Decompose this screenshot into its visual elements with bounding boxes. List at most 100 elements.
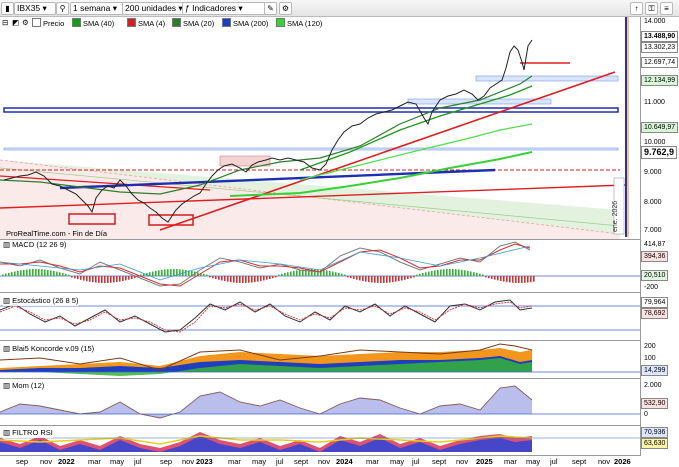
legend-label: SMA (20): [183, 19, 215, 28]
macd-histogram-bar: [356, 276, 358, 280]
macd-histogram-bar: [206, 274, 208, 276]
macd-histogram-bar: [263, 276, 265, 281]
time-axis-label: mar: [504, 457, 517, 466]
macd-histogram-bar: [173, 269, 175, 276]
pane-icon: ▥: [3, 381, 13, 390]
time-axis-label: nov: [598, 457, 611, 466]
legend-swatch: [172, 18, 181, 27]
legend-item-sma20[interactable]: SMA (20): [172, 18, 214, 28]
macd-histogram-bar: [170, 269, 172, 276]
time-axis-label: jul: [550, 457, 558, 466]
momentum-label[interactable]: ▥ Mom (12): [3, 381, 45, 391]
macd-histogram-bar: [95, 276, 97, 283]
price-tick: 10.000: [644, 139, 666, 146]
macd-histogram-bar: [521, 276, 523, 283]
macd-histogram-bar: [389, 276, 391, 283]
macd-histogram-bar: [29, 269, 31, 276]
chart-type-icon[interactable]: ▮: [1, 2, 14, 15]
macd-histogram-bar: [515, 276, 517, 283]
macd-histogram-bar: [140, 274, 142, 276]
pane-icon: ▥: [3, 428, 13, 437]
macd-histogram-bar: [452, 269, 454, 276]
stochastic-label[interactable]: ▥ Estocástico (26 8 5): [3, 296, 79, 306]
macd-histogram-bar: [203, 273, 205, 276]
rsi-filter-label[interactable]: ▥ FILTRO RSI: [3, 428, 53, 438]
pane-title: Estocástico (26 8 5): [12, 296, 79, 305]
price-tick: 14.000: [644, 18, 666, 25]
pane-title: Mom (12): [12, 381, 45, 390]
macd-histogram-bar: [152, 271, 154, 276]
legend-swatch: [72, 18, 81, 27]
macd-histogram-bar: [38, 269, 40, 276]
macd-histogram-bar: [503, 276, 505, 282]
koncorde-label[interactable]: ▥ Blai5 Koncorde v.09 (15): [3, 344, 95, 354]
macd-histogram-bar: [494, 276, 496, 280]
macd-histogram-bar: [335, 272, 337, 276]
macd-histogram-bar: [473, 272, 475, 276]
legend-item-price[interactable]: Precio: [32, 18, 64, 28]
macd-histogram-bar: [365, 276, 367, 282]
macd-histogram-bar: [293, 270, 295, 276]
pane-icon: ▥: [3, 296, 13, 305]
time-axis-label: may: [526, 457, 541, 466]
legend-item-sma200[interactable]: SMA (200): [222, 18, 268, 28]
settings-icon[interactable]: ⚙: [279, 2, 292, 15]
macd-histogram-bar: [83, 276, 85, 281]
macd-histogram-bar: [167, 269, 169, 276]
macd-axis-value: 414,87: [644, 241, 666, 248]
macd-histogram-bar: [2, 274, 4, 276]
time-axis-label: sept: [572, 457, 587, 466]
macd-histogram-bar: [179, 269, 181, 276]
symbol-select[interactable]: IBX35 ▾: [14, 2, 56, 15]
draw-tools-icon[interactable]: ✎: [264, 2, 277, 15]
macd-histogram-bar: [326, 270, 328, 276]
sma4-marker: 13.302,23: [641, 42, 679, 53]
macd-label[interactable]: ▥ MACD (12 26 9): [3, 240, 67, 250]
macd-histogram-bar: [74, 276, 76, 279]
legend-swatch: [276, 18, 285, 27]
legend-tool-icon[interactable]: ⊟: [2, 18, 9, 27]
legend-item-sma120[interactable]: SMA (120): [276, 18, 322, 28]
macd-histogram-bar: [470, 271, 472, 276]
date-side-tag: ene. 2026: [612, 200, 619, 232]
macd-histogram-bar: [212, 276, 214, 279]
macd-histogram-bar: [35, 269, 37, 276]
macd-histogram-bar: [530, 276, 532, 283]
period-select[interactable]: 1 semana ▾: [70, 2, 124, 15]
macd-histogram-bar: [239, 276, 241, 283]
macd-histogram-bar: [383, 276, 385, 283]
macd-histogram-bar: [314, 269, 316, 276]
macd-histogram-bar: [125, 276, 127, 281]
data-credit: ProRealTime.com - Fin de Día: [6, 229, 108, 238]
up-arrow-icon[interactable]: ↑: [630, 2, 643, 15]
legend-settings-icon[interactable]: ⚙: [22, 18, 29, 27]
legend-item-sma40[interactable]: SMA (40): [72, 18, 114, 28]
macd-histogram-bar: [290, 271, 292, 276]
list-icon[interactable]: ≡: [660, 2, 673, 15]
time-axis-label: may: [390, 457, 405, 466]
macd-histogram-bar: [386, 276, 388, 283]
macd-histogram-bar: [200, 273, 202, 276]
macd-histogram-bar: [98, 276, 100, 283]
macd-histogram-bar: [20, 270, 22, 276]
macd-histogram-bar: [413, 276, 415, 278]
macd-histogram-bar: [101, 276, 103, 283]
macd-histogram-bar: [215, 276, 217, 280]
macd-histogram-bar: [467, 270, 469, 276]
macd-histogram-bar: [509, 276, 511, 283]
legend-item-sma4[interactable]: SMA (4): [127, 18, 165, 28]
macd-axis-value: 20,510: [641, 270, 669, 281]
legend-label: SMA (120): [287, 19, 323, 28]
macd-histogram-bar: [110, 276, 112, 283]
macd-histogram-bar: [71, 276, 73, 278]
search-icon[interactable]: ⚲: [56, 2, 69, 15]
macd-histogram-bar: [380, 276, 382, 283]
lock-icon[interactable]: ⚿: [645, 2, 658, 15]
macd-histogram-bar: [119, 276, 121, 282]
macd-histogram-bar: [275, 276, 277, 278]
koncorde-axis-value: 100: [644, 355, 656, 362]
macd-histogram-bar: [8, 272, 10, 276]
macd-histogram-bar: [122, 276, 124, 282]
legend-visibility-icon[interactable]: ◩: [12, 18, 20, 27]
